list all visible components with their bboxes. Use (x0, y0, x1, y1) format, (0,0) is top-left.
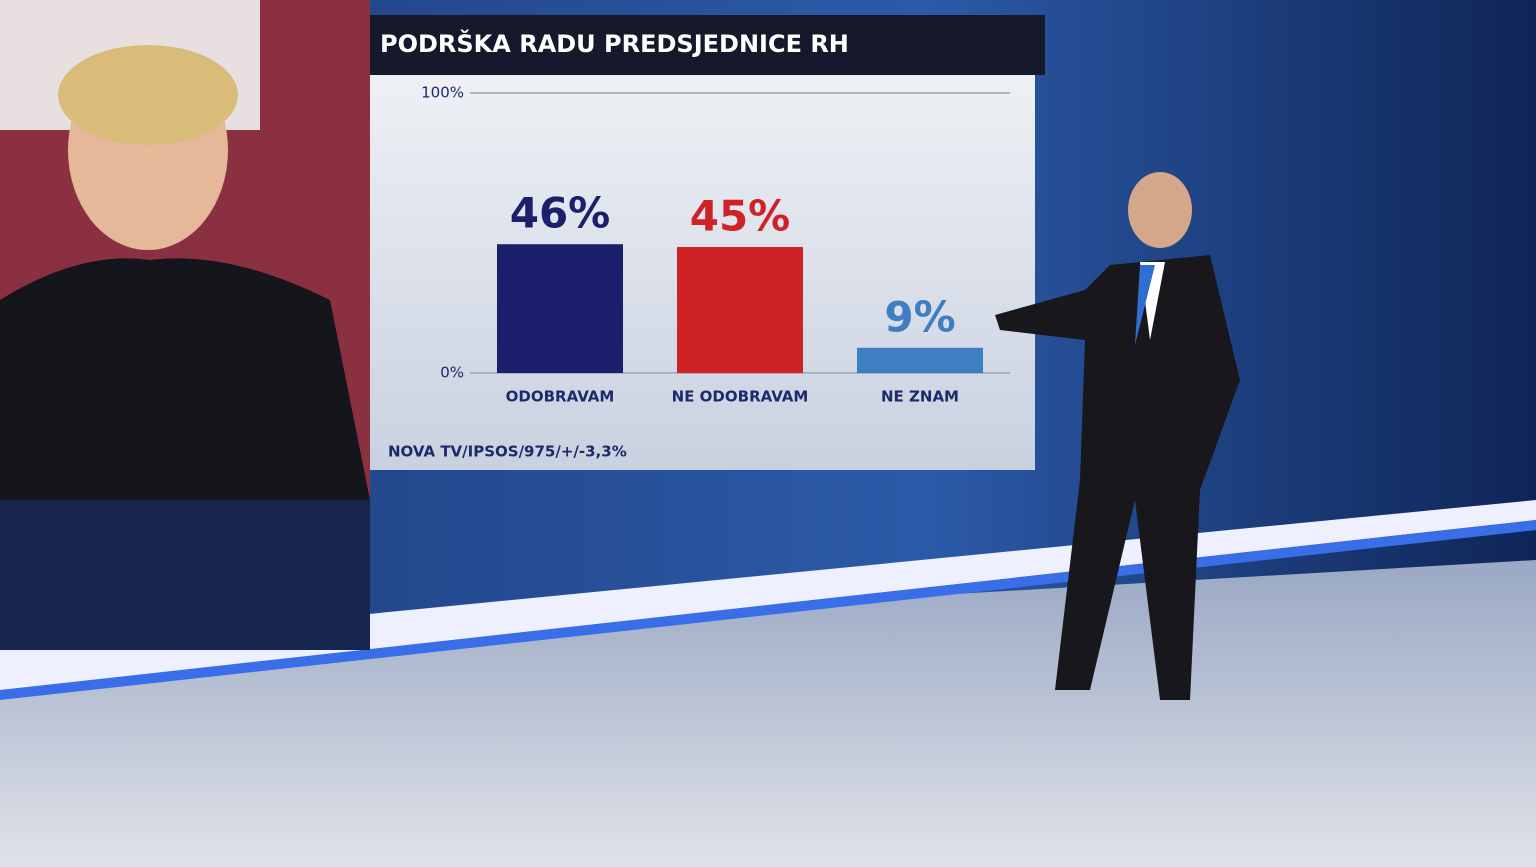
bar (677, 247, 803, 373)
x-tick-label: ODOBRAVAM (506, 388, 615, 406)
photo-body (0, 258, 370, 500)
chart-title: PODRŠKA RADU PREDSJEDNICE RH (380, 28, 849, 58)
presenter (995, 172, 1240, 700)
plot: 0% 100% ODOBRAVAM 46% NE ODOBRAVAM 45% NE ZNAM… (421, 84, 1010, 406)
bar (857, 347, 983, 373)
x-tick-label: NE ZNAM (881, 388, 959, 406)
y-tick-label: 100% (421, 84, 464, 102)
title-bar (370, 15, 1045, 75)
value-label: 46% (510, 189, 611, 238)
y-tick-label: 0% (440, 364, 464, 382)
value-label: 45% (690, 192, 791, 241)
x-tick-label: NE ODOBRAVAM (672, 388, 809, 406)
photo-reflection (0, 500, 370, 650)
source-note: NOVA TV/IPSOS/975/+/-3,3% (388, 443, 627, 461)
value-label: 9% (884, 292, 955, 341)
photo-hair (58, 45, 238, 145)
bar (497, 244, 623, 373)
